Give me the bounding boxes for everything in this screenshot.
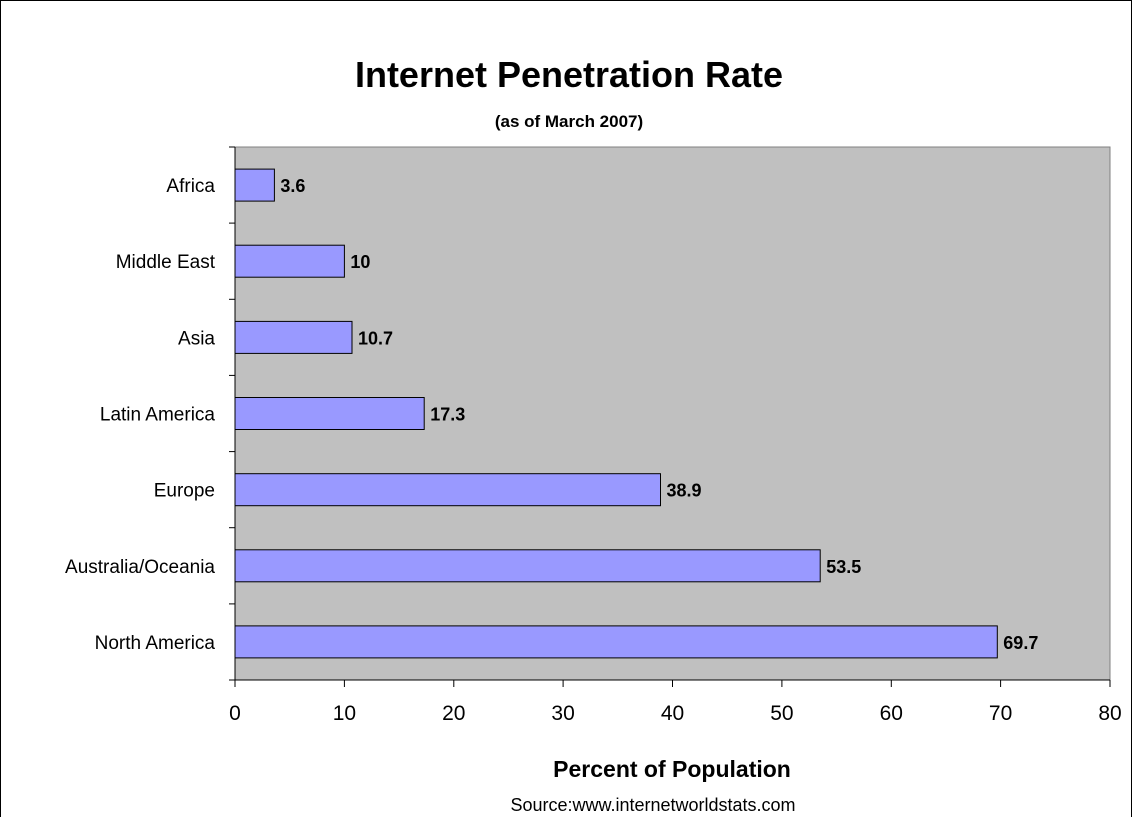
x-tick-label: 80 (1098, 702, 1121, 725)
bar-latin-america (234, 397, 425, 430)
y-tick-label: Europe (154, 481, 215, 502)
data-label: 17.3 (430, 405, 465, 425)
y-tick-label: Latin America (100, 405, 216, 426)
bar-australia-oceania (234, 549, 821, 583)
x-tick-label: 20 (442, 702, 465, 725)
x-tick-label: 40 (661, 702, 684, 725)
bar-north-america (234, 625, 998, 659)
data-label: 10.7 (358, 328, 393, 348)
x-tick-label: 60 (880, 702, 903, 725)
y-tick-label: Middle East (116, 252, 216, 273)
data-label: 10 (350, 252, 370, 272)
source-note: Source:www.internetworldstats.com (510, 795, 795, 815)
bar-middle-east (234, 244, 345, 278)
x-tick-label: 0 (229, 702, 241, 725)
x-tick-label: 70 (989, 702, 1012, 725)
chart-title: Internet Penetration Rate (355, 54, 783, 95)
bar-europe (234, 473, 661, 507)
y-tick-label: North America (95, 633, 216, 654)
y-tick-label: Australia/Oceania (65, 557, 215, 578)
bar-africa (234, 168, 275, 202)
y-tick-label: Africa (166, 176, 215, 197)
data-label: 38.9 (667, 481, 702, 501)
y-tick-label: Asia (178, 328, 215, 349)
data-label: 53.5 (826, 557, 861, 577)
x-tick-label: 30 (551, 702, 574, 725)
x-tick-label: 50 (770, 702, 793, 725)
x-axis-title: Percent of Population (553, 756, 791, 782)
x-tick-label: 10 (333, 702, 356, 725)
data-label: 3.6 (280, 176, 305, 196)
chart-subtitle: (as of March 2007) (495, 112, 643, 131)
data-label: 69.7 (1003, 633, 1038, 653)
bar-asia (234, 320, 353, 354)
